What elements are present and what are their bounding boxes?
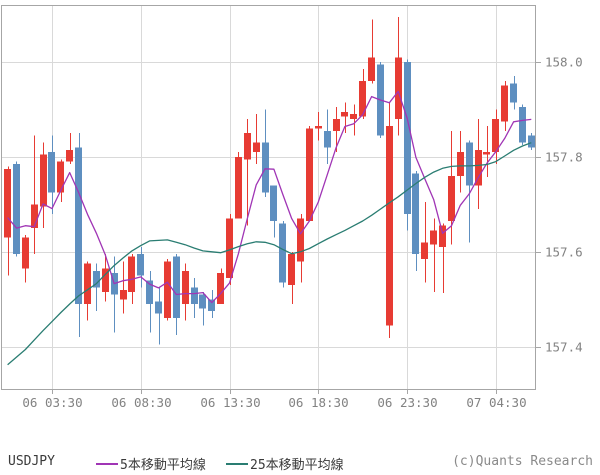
candlestick [412,173,419,255]
candlestick [84,263,91,304]
candlestick [395,57,402,119]
y-axis-label: 157.6 [545,245,583,260]
candlestick [306,128,313,221]
candlestick [457,152,464,176]
candlestick [137,254,144,276]
candlestick [57,161,64,193]
candlestick [483,152,490,155]
candlestick [155,301,162,314]
candlestick [341,111,348,117]
candlestick [4,168,11,238]
candlestick [93,270,100,288]
x-axis-label: 06 08:30 [111,395,171,410]
legend-label-ma25: 25本移動平均線 [250,458,344,473]
candlestick [217,273,224,304]
candlestick [270,185,277,221]
candlestick [146,280,153,304]
ma25-line [7,142,532,366]
x-axis-label: 06 03:30 [22,395,82,410]
candlestick [199,294,206,309]
candlestick [421,242,428,259]
candlestick [191,287,198,304]
candlestick [439,225,446,248]
candlestick [75,147,82,304]
candlestick [40,154,47,207]
ma25-line-swatch [226,462,248,465]
ma5-line-swatch [96,462,118,465]
x-axis-label: 06 18:30 [288,395,348,410]
candlestick [102,268,109,293]
candlestick [359,80,366,117]
candlestick [430,230,437,245]
candlestick [492,118,499,153]
candlestick [182,270,189,304]
x-axis-label: 06 13:30 [200,395,260,410]
candlestick [13,164,20,255]
candlestick [324,130,331,148]
candlestick [226,218,233,278]
candlestick [22,237,29,269]
candlestick [173,256,180,319]
candlestick [164,261,171,319]
candlestick [288,254,295,286]
candlestick [297,218,304,262]
candlestick [66,149,73,162]
x-axis-label: 07 04:30 [466,395,526,410]
copyright-label: (c)Quants Research [452,454,593,469]
y-axis-label: 158.0 [545,55,583,70]
legend-item-ma5: 5本移動平均線 [96,454,206,473]
candlestick [528,135,535,148]
candlestick [128,256,135,293]
candlestick [501,85,508,122]
candlestick [208,299,215,312]
y-axis-label: 157.4 [545,340,583,355]
ma5-line [7,90,532,304]
candlestick [120,289,127,300]
x-axis-label: 06 23:30 [377,395,437,410]
candlestick [510,83,517,103]
candlestick [333,118,340,131]
chart-footer: USDJPY 5本移動平均線 25本移動平均線 (c)Quants Resear… [0,452,600,473]
candlestick [262,142,269,193]
candlestick [368,57,375,81]
legend-label-ma5: 5本移動平均線 [120,458,206,473]
candlestick [350,114,357,119]
candlestick [448,175,455,221]
candlestick [466,142,473,186]
symbol-label: USDJPY [8,454,55,469]
candlestick [235,156,242,219]
candlestick [386,126,393,326]
legend-item-ma25: 25本移動平均線 [226,454,344,473]
candlestick [475,149,482,186]
candlestick [253,142,260,153]
candlestick [519,107,526,143]
plot-frame [1,5,536,390]
candlestick [48,152,55,193]
candlestick [31,204,38,229]
y-axis-label: 157.8 [545,150,583,165]
candlestick [315,126,322,129]
candlestick [244,133,251,160]
candlestick [404,62,411,214]
candlestick [279,223,286,283]
